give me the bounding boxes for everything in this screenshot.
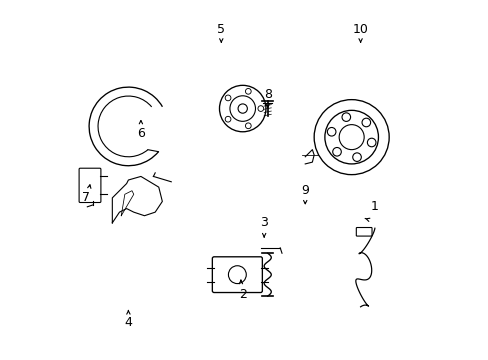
Text: 5: 5 <box>217 23 225 36</box>
Text: 4: 4 <box>124 316 132 329</box>
Text: 2: 2 <box>238 288 246 301</box>
Text: 6: 6 <box>137 127 144 140</box>
Text: 3: 3 <box>260 216 267 229</box>
Text: 1: 1 <box>370 200 378 213</box>
Text: 9: 9 <box>301 184 308 197</box>
Text: 8: 8 <box>263 88 271 101</box>
Text: 7: 7 <box>81 192 89 204</box>
Text: 10: 10 <box>352 23 368 36</box>
